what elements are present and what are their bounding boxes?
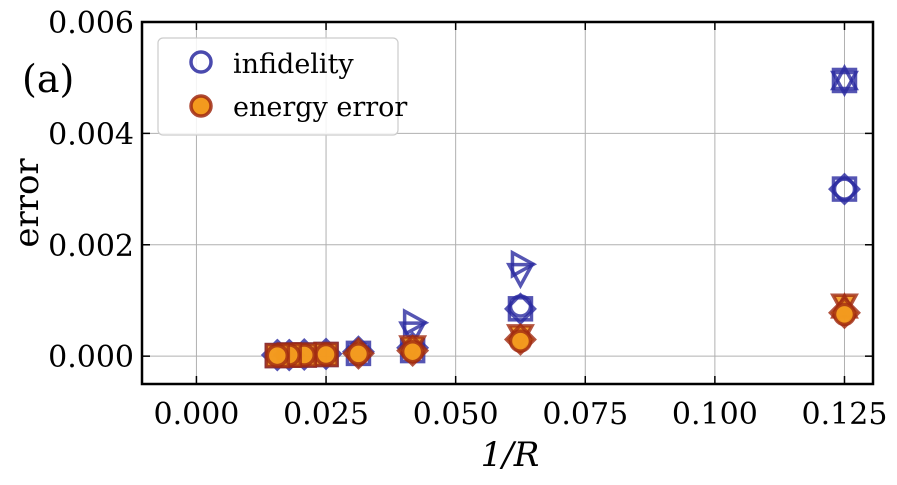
x-tick-label: 0.025: [283, 397, 369, 432]
data-point-infidelity: [831, 176, 858, 202]
data-point-infidelity: [398, 321, 428, 348]
data-point-infidelity: [831, 67, 858, 94]
data-point-energy-error: [832, 302, 857, 327]
x-tick-label: 0.000: [153, 397, 239, 432]
legend-box: [157, 37, 399, 136]
legend-marker-infidelity: [189, 50, 213, 74]
x-axis-title: 1/R: [481, 435, 540, 475]
data-point-energy-error: [265, 343, 290, 368]
series-energy-error: [264, 292, 861, 370]
x-tick-label: 0.125: [802, 397, 888, 432]
data-point-infidelity: [830, 63, 859, 91]
legend: infidelity energy error: [157, 37, 407, 136]
y-tick-label: 0.004: [48, 117, 134, 152]
x-tick-label: 0.075: [542, 397, 628, 432]
axis-ticks: 0.000 0.025 0.050 0.075 0.100 0.125 0.000 0.002…: [48, 6, 887, 432]
legend-label-energy-error: energy error: [233, 92, 407, 123]
x-axis-label: 1/R: [481, 435, 540, 475]
data-point-infidelity: [506, 262, 535, 290]
data-point-energy-error: [508, 329, 533, 353]
x-tick-label: 0.100: [672, 397, 758, 432]
y-tick-label: 0.002: [48, 229, 134, 264]
panel-label: (a): [22, 57, 74, 101]
y-tick-label: 0.006: [48, 6, 134, 41]
data-point-energy-error: [314, 342, 338, 367]
data-marks: [260, 63, 861, 372]
data-point-energy-error: [400, 339, 425, 364]
data-point-energy-error: [346, 342, 371, 366]
plot-frame: [140, 20, 875, 386]
data-point-infidelity: [830, 70, 859, 98]
x-tick-label: 0.050: [413, 397, 499, 432]
y-tick-label: 0.000: [48, 340, 134, 375]
data-point-infidelity: [508, 294, 533, 318]
legend-label-infidelity: infidelity: [233, 49, 354, 80]
y-axis-title: error: [7, 158, 47, 248]
legend-marker-energy-error: [189, 94, 213, 118]
